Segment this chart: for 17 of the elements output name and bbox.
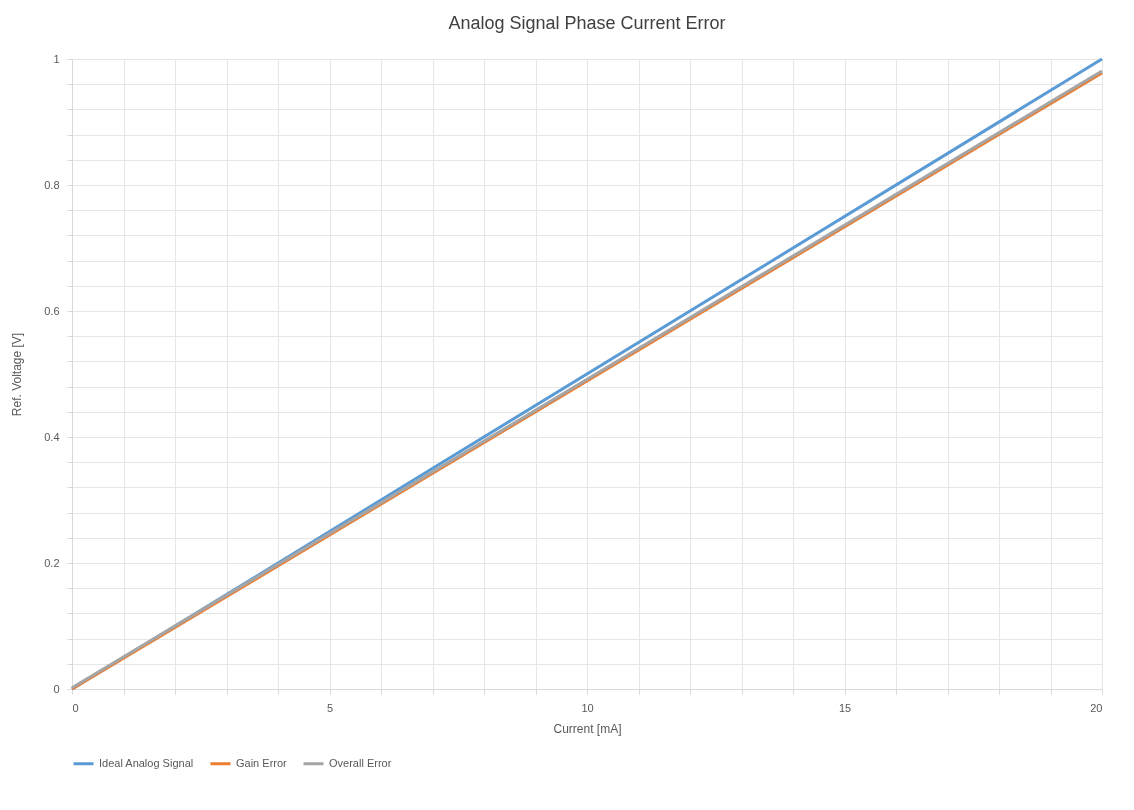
chart-title: Analog Signal Phase Current Error bbox=[448, 13, 726, 33]
y-tick-label: 0.4 bbox=[44, 430, 60, 443]
y-tick-label: 0.2 bbox=[44, 556, 60, 569]
x-axis-title: Current [mA] bbox=[553, 721, 622, 736]
x-tick-label: 0 bbox=[72, 701, 79, 714]
legend-label: Overall Error bbox=[329, 756, 392, 769]
x-tick-label: 20 bbox=[1090, 701, 1103, 714]
x-tick-label: 15 bbox=[838, 701, 852, 714]
legend-label: Ideal Analog Signal bbox=[99, 756, 194, 769]
y-tick-label: 0.6 bbox=[44, 304, 60, 317]
x-tick-label: 5 bbox=[326, 701, 334, 714]
y-axis-title: Ref. Voltage [V] bbox=[10, 332, 25, 417]
y-tick-label: 0 bbox=[53, 682, 60, 695]
legend-label: Gain Error bbox=[236, 756, 288, 769]
y-tick-label: 1 bbox=[53, 52, 60, 65]
x-tick-label: 10 bbox=[581, 701, 594, 714]
y-tick-label: 0.8 bbox=[44, 178, 60, 191]
